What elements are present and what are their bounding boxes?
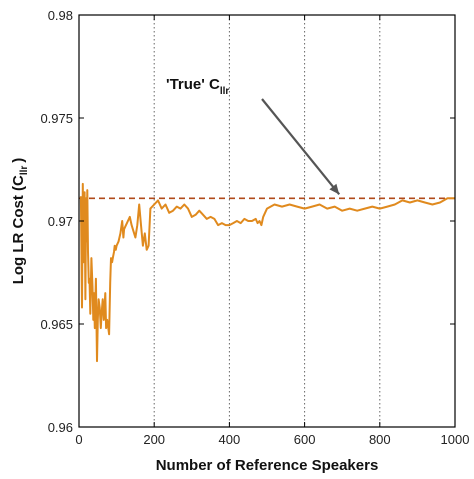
y-tick-label: 0.98 — [48, 8, 73, 23]
y-tick-label: 0.96 — [48, 420, 73, 435]
y-tick-label: 0.97 — [48, 214, 73, 229]
series-group — [79, 182, 455, 363]
annotation-group: 'True' Cllr — [166, 76, 341, 196]
grid-lines — [153, 15, 381, 427]
annotation-text-main: 'True' C — [166, 76, 220, 93]
plot-frame — [78, 14, 456, 428]
y-axis-label: Log LR Cost (Cllr) — [10, 158, 30, 285]
x-axis-ticks: 0 200 400 600 800 1000 — [75, 15, 469, 447]
y-axis-ticks: 0.96 0.965 0.97 0.975 0.98 — [40, 8, 455, 435]
y-axis-label-sub: llr — [19, 166, 30, 176]
x-tick-label: 800 — [369, 432, 391, 447]
annotation-arrow-line — [261, 98, 341, 196]
x-tick-label: 400 — [219, 432, 241, 447]
annotation-text: 'True' Cllr — [166, 76, 229, 97]
x-tick-label: 600 — [294, 432, 316, 447]
y-tick-label: 0.965 — [40, 317, 73, 332]
y-tick-label: 0.975 — [40, 111, 73, 126]
y-axis-label-close: ) — [10, 158, 27, 163]
x-tick-label: 0 — [75, 432, 82, 447]
annotation-text-sub: llr — [220, 86, 230, 97]
x-tick-label: 200 — [143, 432, 165, 447]
annotation-arrow-head — [329, 183, 340, 195]
x-axis-label: Number of Reference Speakers — [156, 457, 379, 474]
x-tick-label: 1000 — [441, 432, 470, 447]
y-axis-label-main: Log LR Cost (C — [10, 175, 27, 284]
series-line-0 — [79, 182, 455, 363]
